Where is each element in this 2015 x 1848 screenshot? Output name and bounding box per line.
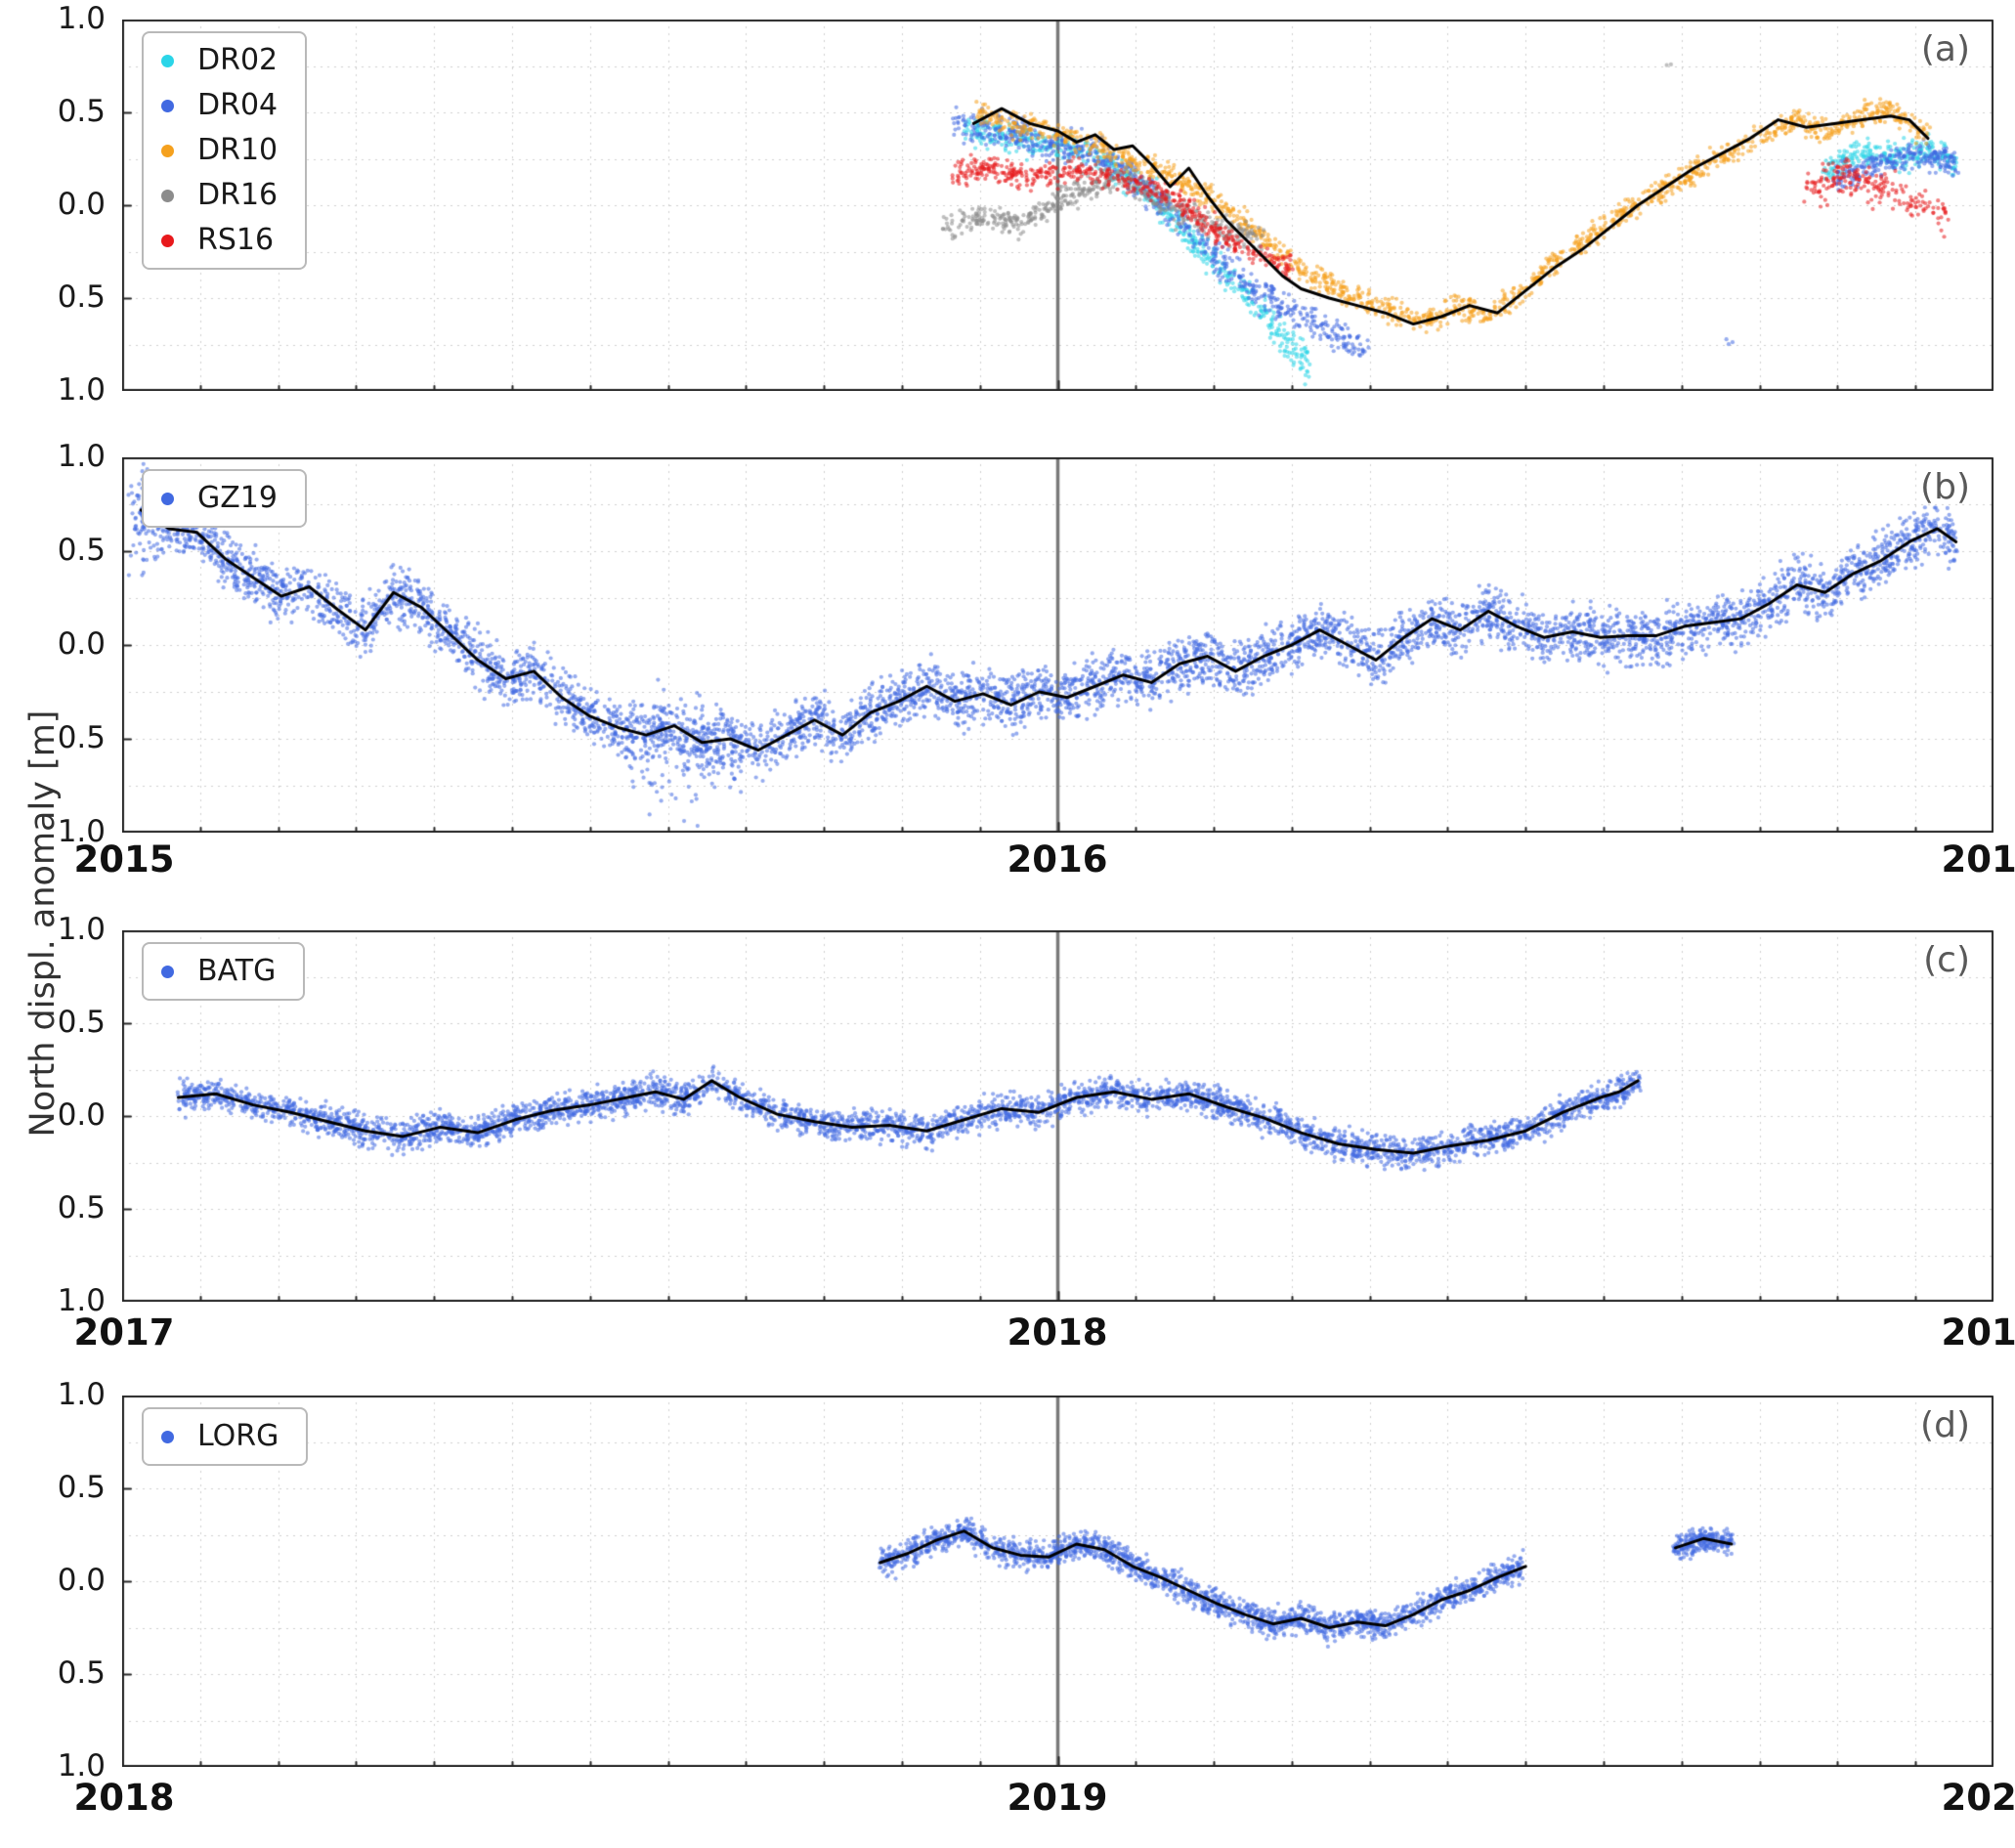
legend-marker-icon [161,54,174,67]
legend-item-dr16: DR16 [161,178,278,213]
x-axis-row-2017-2019: 2017 2018 2019 [0,1311,2015,1356]
legend-marker-icon [161,965,174,978]
x-tick-label: 2017 [1941,838,2015,881]
legend-item-lorg: LORG [161,1419,279,1454]
panel-a-plot-canvas [122,20,1994,391]
panel-c-legend: BATG [142,942,306,1001]
x-tick-label: 2019 [1941,1311,2015,1354]
x-tick-label: 2018 [73,1777,175,1819]
y-tick-label: 0.0 [57,626,106,662]
panel-b-letter: (b) [1920,467,1970,507]
legend-label: DR04 [197,88,279,122]
y-tick-label: 0.5 [57,1470,106,1505]
panel-c-letter: (c) [1923,940,1970,980]
legend-label: GZ19 [197,481,278,515]
panel-a-legend: DR02 DR04 DR10 DR16 RS16 [142,31,308,270]
y-tick-label: 0.5 [57,533,106,568]
y-tick-label: 0.0 [57,1563,106,1598]
panel-d-plot-canvas [122,1396,1994,1767]
panel-b-plot-canvas [122,457,1994,833]
y-tick-label: 0.5 [57,1655,106,1691]
legend-label: RS16 [197,223,275,257]
x-tick-label: 2018 [1007,1311,1108,1354]
x-tick-label: 2015 [73,838,175,881]
y-tick-label: 1.0 [57,372,106,408]
x-tick-label: 2016 [1007,838,1108,881]
legend-marker-icon [161,99,174,112]
y-tick-label: 1.0 [57,439,106,474]
y-tick-label: 0.5 [57,279,106,315]
legend-marker-icon [161,144,174,157]
legend-label: DR16 [197,178,279,212]
panel-d-letter: (d) [1920,1405,1970,1445]
panel-c-plot-canvas [122,930,1994,1302]
y-tick-label: 0.0 [57,1097,106,1133]
x-tick-label: 2019 [1007,1777,1108,1819]
y-tick-label: 0.5 [57,720,106,755]
panel-d-legend: LORG [142,1407,309,1466]
legend-label: DR02 [197,43,279,77]
panel-a-letter: (a) [1920,29,1970,69]
y-tick-label: 1.0 [57,1748,106,1784]
x-tick-label: 2020 [1941,1777,2015,1819]
legend-marker-icon [161,234,174,247]
legend-marker-icon [161,189,174,202]
legend-label: BATG [197,954,277,988]
legend-item-batg: BATG [161,954,276,989]
panel-c: BATG (c) [122,930,1994,1302]
y-tick-label: 1.0 [57,912,106,947]
panel-d: LORG (d) [122,1396,1994,1767]
x-axis-row-2018-2020: 2018 2019 2020 [0,1777,2015,1822]
legend-item-gz19: GZ19 [161,481,278,516]
legend-item-dr02: DR02 [161,43,278,78]
legend-marker-icon [161,1430,174,1443]
legend-label: LORG [197,1419,279,1453]
y-tick-label: 1.0 [57,1377,106,1412]
y-tick-label: 0.5 [57,1190,106,1225]
panel-b-legend: GZ19 [142,469,307,528]
x-tick-label: 2017 [73,1311,175,1354]
legend-item-rs16: RS16 [161,223,278,258]
legend-item-dr04: DR04 [161,88,278,123]
y-tick-label: 0.5 [57,1005,106,1040]
legend-marker-icon [161,492,174,505]
y-tick-label: 1.0 [57,1283,106,1318]
panel-b: GZ19 (b) [122,457,1994,833]
y-tick-label: 0.5 [57,94,106,129]
y-tick-label: 0.0 [57,187,106,222]
y-tick-label: 1.0 [57,814,106,849]
legend-label: DR10 [197,133,279,167]
panel-a: DR02 DR04 DR10 DR16 RS16 (a) [122,20,1994,391]
y-tick-label: 1.0 [57,1,106,36]
legend-item-dr10: DR10 [161,133,278,168]
x-axis-row-2015-2017: 2015 2016 2017 [0,838,2015,883]
